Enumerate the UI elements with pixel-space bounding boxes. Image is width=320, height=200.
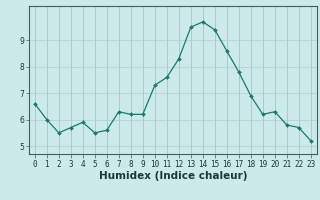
X-axis label: Humidex (Indice chaleur): Humidex (Indice chaleur) [99, 171, 247, 181]
